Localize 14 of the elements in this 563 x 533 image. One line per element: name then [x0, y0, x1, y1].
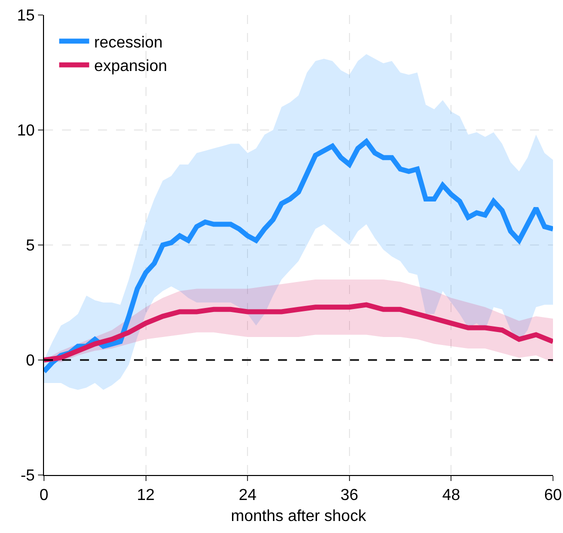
x-tick-label: 12 [136, 487, 155, 504]
legend-label: recession [94, 34, 163, 52]
y-tick-label: -5 [20, 468, 35, 485]
legend-label: expansion [94, 58, 168, 76]
x-tick-label: 60 [544, 487, 562, 504]
x-tick-label: 36 [340, 487, 358, 504]
y-tick-label: 15 [17, 8, 35, 25]
y-tick-label: 5 [26, 238, 35, 255]
y-tick-label: 10 [17, 122, 35, 140]
y-tick-label: 0 [26, 352, 35, 370]
x-axis-title: months after shock [230, 508, 368, 525]
x-tick-label: 0 [40, 487, 49, 504]
x-tick-label: 24 [238, 487, 257, 504]
x-tick-label: 48 [442, 487, 460, 504]
